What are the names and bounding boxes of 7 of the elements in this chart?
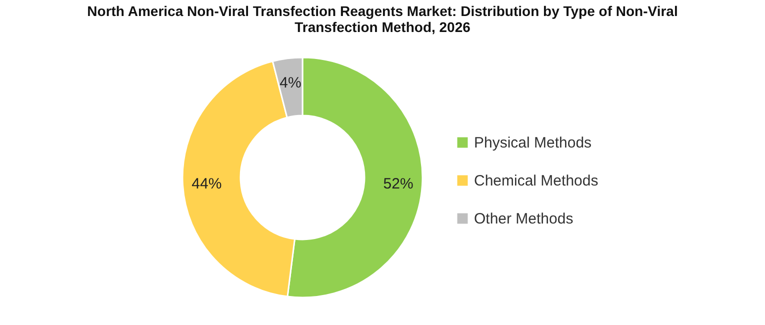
data-label: 44% [192,176,222,193]
data-label: 4% [280,74,302,92]
legend-label: Physical Methods [474,134,592,152]
legend-label: Other Methods [474,210,574,228]
legend-label: Chemical Methods [474,172,598,190]
data-label: 52% [383,176,414,193]
chart-title: North America Non-Viral Transfection Reagents Market: Distribution by Type of Non-Viral Transfection Method, 2026 [87,3,678,35]
